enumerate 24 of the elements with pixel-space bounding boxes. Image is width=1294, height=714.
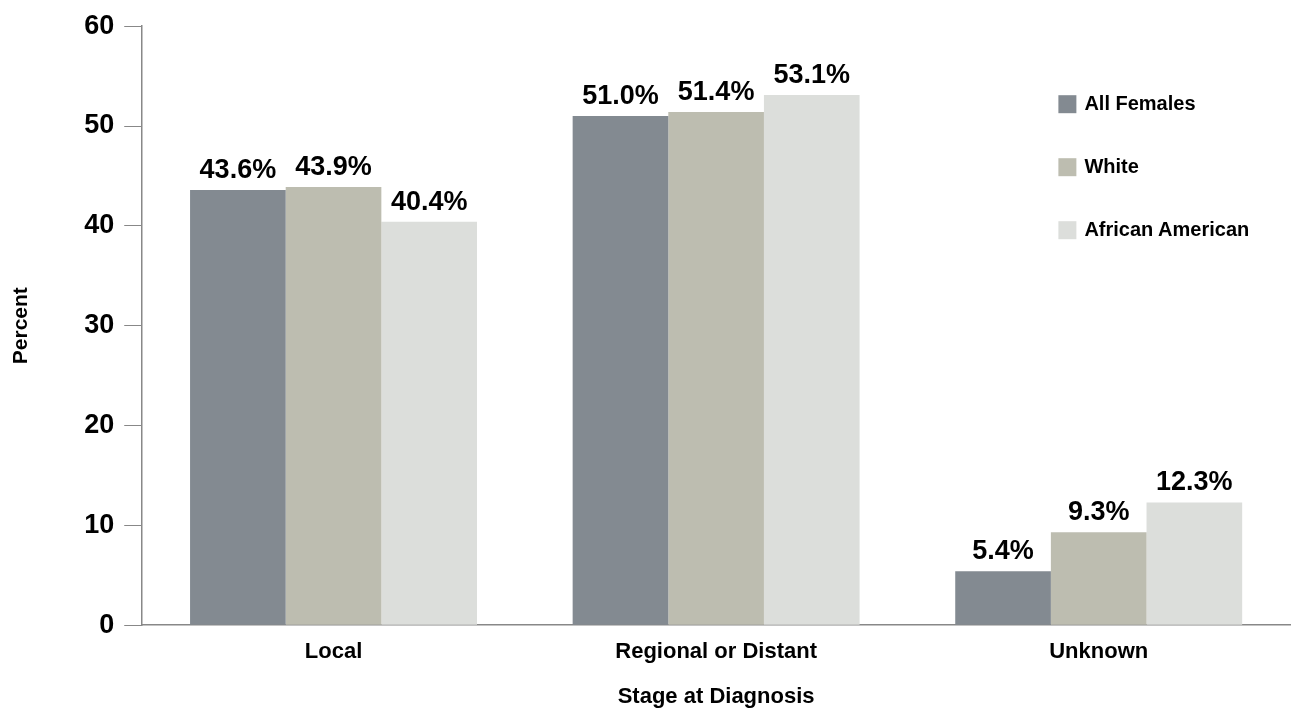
data-label: 5.4% <box>972 535 1034 566</box>
data-label: 9.3% <box>1067 496 1130 527</box>
data-label: 43.6% <box>199 153 277 184</box>
y-tick-label: 10 <box>84 508 115 539</box>
data-label: 12.3% <box>1156 466 1233 497</box>
y-axis-title: Percent <box>8 287 32 365</box>
data-label: 40.4% <box>390 185 468 216</box>
x-tick-label: Regional or Distant <box>615 638 818 664</box>
data-label: 53.1% <box>773 59 851 90</box>
y-tick-label: 30 <box>84 309 115 340</box>
legend-label: All Females <box>1084 91 1196 114</box>
x-tick-label: Local <box>304 638 363 664</box>
x-axis-title: Stage at Diagnosis <box>617 682 815 708</box>
legend-label: White <box>1084 154 1139 177</box>
y-tick-label: 0 <box>99 608 115 639</box>
data-label: 51.4% <box>677 76 755 107</box>
data-label: 51.0% <box>582 80 659 110</box>
y-tick-label: 40 <box>84 209 115 240</box>
y-tick-label: 60 <box>84 9 115 40</box>
y-tick-label: 20 <box>84 408 115 439</box>
x-tick-label: Unknown <box>1049 638 1149 664</box>
y-tick-label: 50 <box>84 109 115 140</box>
legend-label: African American <box>1084 217 1250 240</box>
data-label: 43.9% <box>295 150 372 181</box>
